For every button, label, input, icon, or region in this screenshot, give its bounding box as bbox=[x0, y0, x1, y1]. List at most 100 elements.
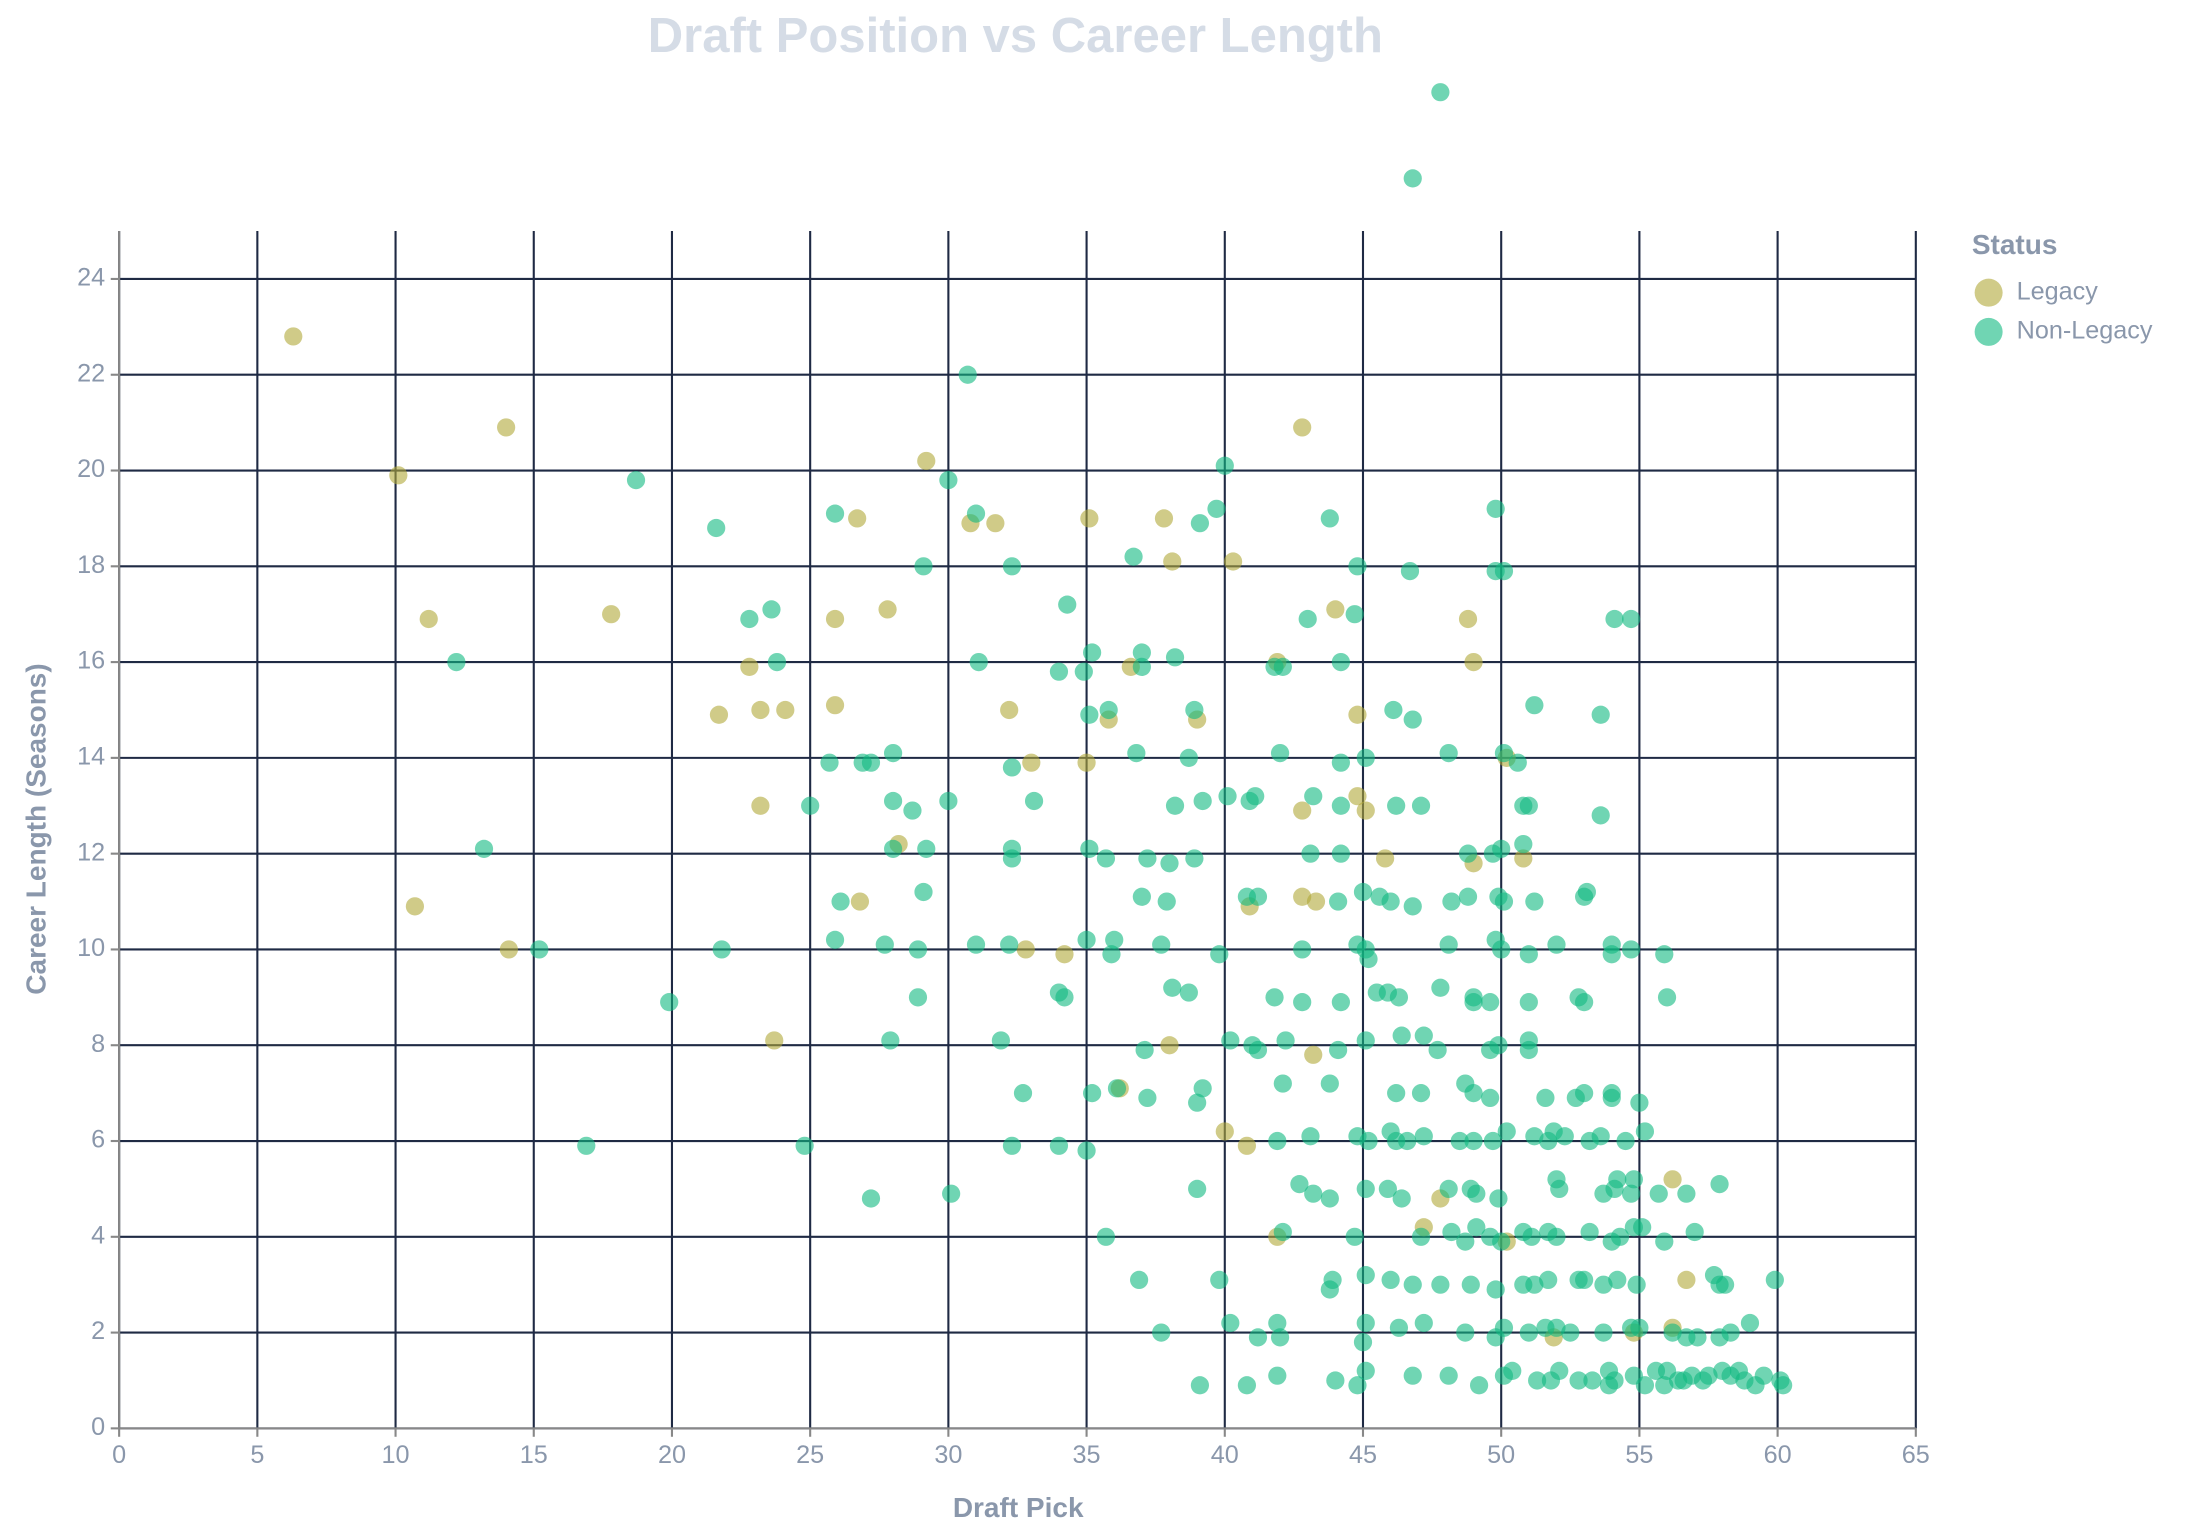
point bbox=[1489, 1189, 1508, 1208]
point bbox=[1157, 892, 1176, 911]
x-tick-label: 20 bbox=[658, 1441, 686, 1469]
point bbox=[1461, 1275, 1480, 1294]
point bbox=[991, 1031, 1010, 1050]
y-tick-label: 24 bbox=[77, 264, 105, 292]
point bbox=[1138, 849, 1157, 868]
point bbox=[986, 514, 1005, 533]
point bbox=[820, 753, 839, 772]
point bbox=[1494, 561, 1514, 581]
point bbox=[1439, 1366, 1458, 1385]
point bbox=[1414, 1127, 1433, 1146]
point bbox=[1207, 499, 1226, 518]
point bbox=[917, 839, 936, 858]
point bbox=[1492, 839, 1511, 858]
point bbox=[1237, 1136, 1257, 1155]
point bbox=[903, 801, 922, 820]
x-tick-label: 0 bbox=[112, 1441, 126, 1469]
point bbox=[1083, 643, 1102, 662]
y-tick-label: 10 bbox=[77, 934, 105, 962]
point bbox=[1635, 1376, 1655, 1395]
point bbox=[1188, 1093, 1207, 1112]
point bbox=[917, 451, 936, 471]
point bbox=[1400, 561, 1420, 581]
point bbox=[1077, 1141, 1096, 1160]
point bbox=[1481, 993, 1500, 1012]
point bbox=[1270, 1328, 1290, 1347]
x-tick-label: 5 bbox=[250, 1441, 264, 1469]
point bbox=[1411, 796, 1431, 815]
point bbox=[1458, 844, 1478, 863]
point bbox=[1013, 1084, 1033, 1103]
point bbox=[1464, 1131, 1483, 1151]
x-tick-label: 60 bbox=[1764, 1441, 1792, 1469]
point bbox=[1326, 600, 1345, 619]
point bbox=[1431, 83, 1450, 102]
point bbox=[1469, 1376, 1489, 1395]
point bbox=[1348, 705, 1367, 724]
point bbox=[1002, 557, 1022, 576]
point bbox=[881, 1031, 900, 1050]
point bbox=[1163, 552, 1182, 571]
point bbox=[1622, 940, 1641, 959]
y-tick-label: 14 bbox=[77, 743, 105, 771]
point bbox=[1569, 1371, 1588, 1390]
point bbox=[1525, 1127, 1544, 1146]
point bbox=[284, 327, 303, 346]
point bbox=[1301, 844, 1320, 863]
point bbox=[1492, 940, 1511, 959]
point bbox=[939, 791, 958, 811]
point bbox=[1102, 945, 1121, 964]
point bbox=[1074, 662, 1093, 681]
point bbox=[1221, 1313, 1240, 1333]
point bbox=[1550, 1179, 1569, 1199]
point bbox=[1458, 887, 1478, 906]
point bbox=[709, 705, 729, 724]
point bbox=[1384, 700, 1403, 720]
point bbox=[1185, 849, 1204, 868]
point bbox=[577, 1136, 596, 1155]
point bbox=[825, 930, 845, 949]
point bbox=[626, 470, 646, 490]
point bbox=[1389, 988, 1409, 1007]
point bbox=[1132, 887, 1151, 906]
y-tick-label: 4 bbox=[91, 1221, 105, 1249]
point bbox=[831, 892, 850, 911]
x-tick-label: 65 bbox=[1902, 1441, 1930, 1469]
point bbox=[1293, 418, 1312, 437]
x-tick-label: 15 bbox=[520, 1441, 548, 1469]
point bbox=[1268, 1366, 1287, 1385]
point bbox=[1392, 1026, 1411, 1045]
x-tick-label: 30 bbox=[934, 1441, 962, 1469]
point bbox=[419, 609, 438, 629]
point bbox=[1608, 1270, 1627, 1290]
point bbox=[1359, 949, 1378, 969]
point bbox=[908, 940, 928, 959]
point bbox=[1624, 1170, 1643, 1189]
point bbox=[1414, 1313, 1433, 1333]
point bbox=[1414, 1026, 1433, 1045]
point bbox=[1273, 1074, 1292, 1093]
point bbox=[1132, 657, 1151, 676]
point bbox=[1348, 557, 1367, 576]
point bbox=[1107, 1079, 1127, 1098]
point bbox=[1674, 1371, 1693, 1390]
point bbox=[1304, 1184, 1323, 1203]
point bbox=[1218, 787, 1237, 806]
point bbox=[1599, 1376, 1619, 1395]
point bbox=[1608, 1170, 1627, 1189]
point bbox=[1356, 748, 1375, 767]
point bbox=[1237, 1376, 1257, 1395]
point bbox=[1190, 1376, 1210, 1395]
point bbox=[1331, 993, 1350, 1012]
point bbox=[1685, 1222, 1704, 1242]
point bbox=[1080, 705, 1099, 724]
point bbox=[1215, 456, 1234, 475]
point bbox=[1329, 1040, 1348, 1060]
point bbox=[1331, 753, 1350, 772]
point bbox=[1508, 753, 1527, 772]
point bbox=[1221, 1031, 1240, 1050]
point bbox=[405, 897, 425, 916]
point bbox=[1326, 1371, 1345, 1390]
point bbox=[1022, 753, 1041, 772]
point bbox=[1663, 1170, 1682, 1189]
